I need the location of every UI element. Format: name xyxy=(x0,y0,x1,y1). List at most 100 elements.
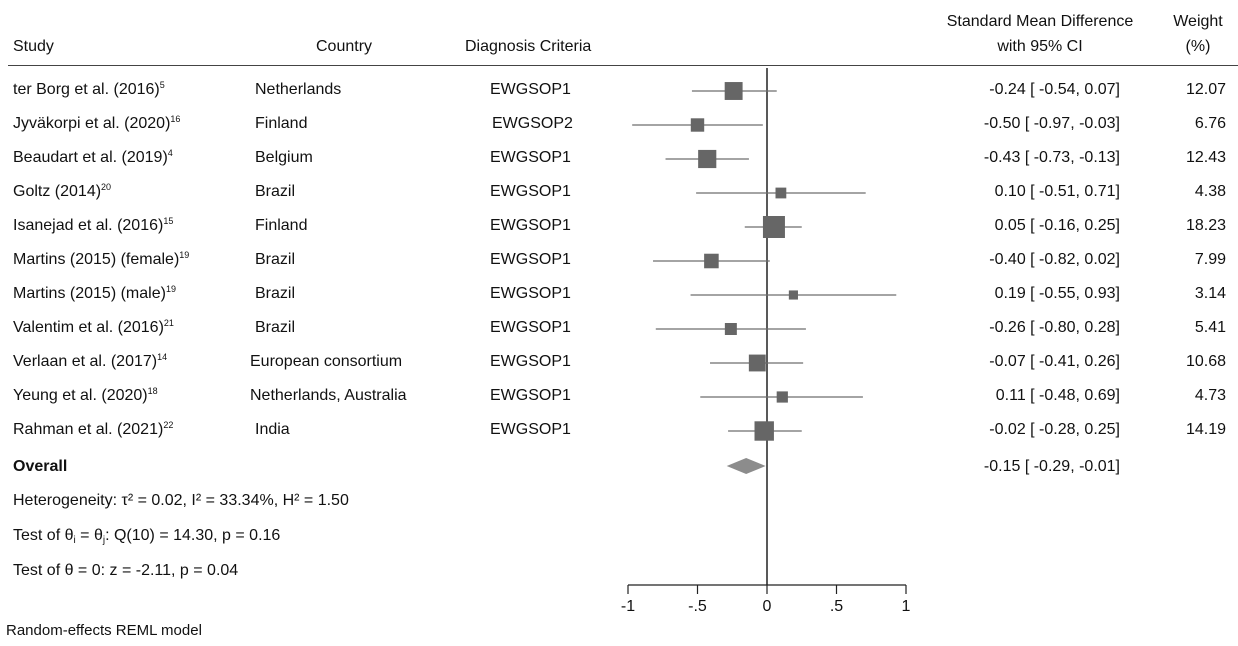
study-name: Valentim et al. (2016)21 xyxy=(13,318,174,338)
header-weight-line1: Weight xyxy=(1173,13,1223,30)
study-reference-number: 15 xyxy=(163,216,174,226)
study-name: Martins (2015) (female)19 xyxy=(13,250,189,270)
study-criteria: EWGSOP2 xyxy=(492,115,573,132)
x-tick-label: -.5 xyxy=(688,598,707,615)
effect-marker xyxy=(724,323,737,335)
study-reference-number: 4 xyxy=(167,148,173,158)
test-theta-zero-stat: Test of θ = 0: z = -2.11, p = 0.04 xyxy=(13,562,239,579)
study-country: Finland xyxy=(255,115,308,132)
study-name: Martins (2015) (male)19 xyxy=(13,284,176,304)
study-weight: 14.19 xyxy=(1185,421,1226,438)
study-criteria: EWGSOP1 xyxy=(490,353,571,370)
study-name-text: Beaudart et al. (2019) xyxy=(13,149,168,166)
study-name: Isanejad et al. (2016)15 xyxy=(13,216,173,236)
study-criteria: EWGSOP1 xyxy=(490,217,571,234)
effect-marker xyxy=(690,118,705,132)
study-ci-text: -0.43 [ -0.73, -0.13] xyxy=(983,149,1120,166)
study-criteria: EWGSOP1 xyxy=(490,251,571,268)
x-tick-label: .5 xyxy=(830,598,843,615)
study-name-text: Verlaan et al. (2017) xyxy=(13,353,158,370)
study-reference-number: 18 xyxy=(147,386,158,396)
study-ci-text: -0.50 [ -0.97, -0.03] xyxy=(983,115,1120,132)
study-name: ter Borg et al. (2016)5 xyxy=(13,80,165,100)
header-weight-line2: (%) xyxy=(1185,38,1211,55)
x-tick-label: 1 xyxy=(902,598,911,615)
effect-marker xyxy=(748,354,766,372)
study-country: Brazil xyxy=(255,183,296,200)
study-country: Netherlands, Australia xyxy=(250,387,407,404)
study-weight: 18.23 xyxy=(1185,217,1226,234)
study-ci-text: 0.19 [ -0.55, 0.93] xyxy=(994,285,1120,302)
study-weight: 7.99 xyxy=(1194,251,1226,268)
study-ci-text: -0.40 [ -0.82, 0.02] xyxy=(989,251,1120,268)
study-name-text: Goltz (2014) xyxy=(13,183,102,200)
study-reference-number: 22 xyxy=(163,420,174,430)
study-name: Jyväkorpi et al. (2020)16 xyxy=(13,114,180,134)
study-name-text: Yeung et al. (2020) xyxy=(13,387,148,404)
study-name-text: Rahman et al. (2021) xyxy=(13,421,164,438)
study-name: Goltz (2014)20 xyxy=(13,182,111,202)
effect-marker xyxy=(704,253,719,269)
overall-ci-text: -0.15 [ -0.29, -0.01] xyxy=(983,458,1120,475)
test-theta-equal-stat: Test of θi = θj: Q(10) = 14.30, p = 0.16 xyxy=(13,527,281,546)
study-country: India xyxy=(255,421,290,438)
heterogeneity-stat: Heterogeneity: τ² = 0.02, I² = 33.34%, H… xyxy=(13,492,349,509)
overall-label: Overall xyxy=(13,458,68,475)
header-study: Study xyxy=(13,38,54,55)
study-country: Belgium xyxy=(255,149,313,166)
header-diagnosis-criteria: Diagnosis Criteria xyxy=(465,38,592,55)
study-reference-number: 20 xyxy=(101,182,112,192)
study-name: Rahman et al. (2021)22 xyxy=(13,420,173,440)
effect-marker xyxy=(762,216,785,238)
study-weight: 10.68 xyxy=(1185,353,1226,370)
study-weight: 4.38 xyxy=(1194,183,1226,200)
effect-marker xyxy=(776,391,788,403)
header-divider xyxy=(8,65,1238,66)
study-criteria: EWGSOP1 xyxy=(490,183,571,200)
header-smd-line2: with 95% CI xyxy=(997,38,1083,55)
study-ci-text: -0.24 [ -0.54, 0.07] xyxy=(989,81,1120,98)
study-reference-number: 21 xyxy=(163,318,174,328)
x-tick-label: 0 xyxy=(763,598,772,615)
test-theta-rest: : Q(10) = 14.30, p = 0.16 xyxy=(105,527,281,544)
study-name: Verlaan et al. (2017)14 xyxy=(13,352,167,372)
effect-marker xyxy=(754,421,774,441)
study-ci-text: -0.26 [ -0.80, 0.28] xyxy=(989,319,1120,336)
effect-marker xyxy=(724,82,743,100)
study-name-text: Jyväkorpi et al. (2020) xyxy=(13,115,171,132)
model-footnote: Random-effects REML model xyxy=(6,622,202,639)
study-country: Brazil xyxy=(255,285,296,302)
test-theta-prefix: Test of θ xyxy=(13,527,74,544)
study-weight: 5.41 xyxy=(1194,319,1226,336)
effect-marker xyxy=(788,290,798,300)
study-criteria: EWGSOP1 xyxy=(490,421,571,438)
effect-marker xyxy=(698,149,717,169)
study-ci-text: -0.07 [ -0.41, 0.26] xyxy=(989,353,1120,370)
overall-diamond xyxy=(726,458,766,474)
study-country: Netherlands xyxy=(255,81,342,98)
study-weight: 12.07 xyxy=(1185,81,1226,98)
study-criteria: EWGSOP1 xyxy=(490,319,571,336)
effect-marker xyxy=(775,187,787,199)
study-name-text: Valentim et al. (2016) xyxy=(13,319,164,336)
study-reference-number: 5 xyxy=(159,80,165,90)
study-reference-number: 14 xyxy=(157,352,168,362)
study-name-text: ter Borg et al. (2016) xyxy=(13,81,160,98)
study-ci-text: 0.10 [ -0.51, 0.71] xyxy=(994,183,1120,200)
study-ci-text: 0.11 [ -0.48, 0.69] xyxy=(995,387,1120,404)
study-weight: 12.43 xyxy=(1185,149,1226,166)
study-ci-text: -0.02 [ -0.28, 0.25] xyxy=(989,421,1120,438)
header-smd-line1: Standard Mean Difference xyxy=(946,13,1134,30)
study-weight: 3.14 xyxy=(1194,285,1226,302)
study-weight: 6.76 xyxy=(1194,115,1226,132)
study-reference-number: 19 xyxy=(179,250,190,260)
study-criteria: EWGSOP1 xyxy=(490,149,571,166)
study-weight: 4.73 xyxy=(1194,387,1226,404)
study-country: Brazil xyxy=(255,251,296,268)
header-country: Country xyxy=(316,38,373,55)
study-country: Brazil xyxy=(255,319,296,336)
study-criteria: EWGSOP1 xyxy=(490,285,571,302)
study-criteria: EWGSOP1 xyxy=(490,387,571,404)
study-name-text: Martins (2015) (male) xyxy=(13,285,166,302)
